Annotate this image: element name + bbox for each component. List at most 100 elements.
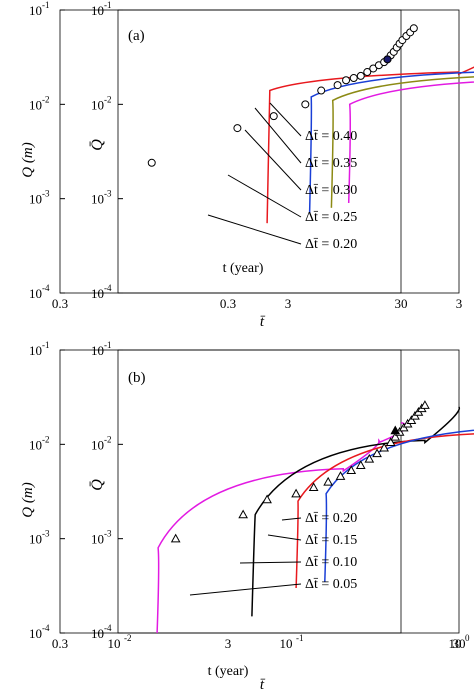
panel-b-outer-frame xyxy=(59,349,460,634)
inner-y-tick-label: 10 xyxy=(91,437,104,452)
annotation-label: Δt̄ = 0.40 xyxy=(305,129,357,144)
outer-y-tick-label: 10 xyxy=(29,192,42,207)
series-curve xyxy=(330,76,474,208)
series-curve xyxy=(347,81,474,204)
outer-x-tick-label: 3 xyxy=(456,296,463,311)
series-curve xyxy=(295,433,474,589)
outer-y-tick-label: 10 xyxy=(29,286,42,301)
data-point xyxy=(346,465,357,475)
outer-y-tick-exponent: -4 xyxy=(42,623,50,633)
panel-a-outer-ylabel: Q (m) xyxy=(20,142,36,177)
data-point xyxy=(406,415,417,424)
data-point xyxy=(342,76,351,85)
outer-y-tick-exponent: -1 xyxy=(42,0,50,10)
data-point xyxy=(308,482,319,492)
inner-x-tick-label: 10 xyxy=(108,636,121,651)
annotation-label: Δt̄ = 0.25 xyxy=(305,210,357,225)
series-curve xyxy=(251,406,461,617)
inner-y-tick-exponent: -2 xyxy=(104,434,112,444)
outer-y-tick-label: 10 xyxy=(29,97,42,112)
inner-y-tick-label: 10 xyxy=(91,97,104,112)
annotation-label: Δt̄ = 0.35 xyxy=(305,156,357,171)
annotation-label: Δt̄ = 0.10 xyxy=(305,555,357,570)
outer-x-tick-label: 3 xyxy=(225,636,232,651)
inner-x-tick-exponent: -2 xyxy=(124,633,132,643)
panel-a-outer-xlabel: t (year) xyxy=(223,261,264,276)
data-point xyxy=(420,400,430,409)
outer-y-tick-exponent: -3 xyxy=(42,189,50,199)
data-point xyxy=(233,124,242,133)
series-curve xyxy=(266,66,474,224)
panel-b-plot: 10 -4 10-410-3 10-310-2 10-210-1 10 -10.3 3 3010… xyxy=(29,340,474,651)
annotation-leader xyxy=(239,561,302,564)
inner-x-tick-label: 10 xyxy=(449,636,462,651)
outer-y-tick-label: 10 xyxy=(29,437,42,452)
panel-a-inner-xlabel: t̄ xyxy=(260,314,266,330)
inner-y-tick-label: 10 xyxy=(91,3,104,18)
outer-x-tick-label: 0.3 xyxy=(52,636,68,651)
series-curve xyxy=(156,421,407,634)
data-point xyxy=(269,112,278,121)
panel-a-inner-ylabel: Q̄ xyxy=(89,139,106,151)
inner-y-tick-label: 10 xyxy=(91,626,104,641)
outer-y-tick-label: 10 xyxy=(29,532,42,547)
annotation-leader xyxy=(189,583,302,596)
inner-y-tick-exponent: -2 xyxy=(104,94,112,104)
panel-a-inner-frame xyxy=(117,9,402,294)
data-point xyxy=(291,488,301,498)
data-point xyxy=(262,494,272,504)
inner-y-tick-exponent: -3 xyxy=(104,529,112,539)
data-point xyxy=(335,471,346,480)
panel-b-outer-xlabel: t (year) xyxy=(208,664,249,679)
annotation-leader xyxy=(244,129,302,191)
data-point xyxy=(390,431,401,441)
panel-b-inner-frame xyxy=(117,349,402,634)
outer-y-tick-exponent: -1 xyxy=(42,340,50,350)
outer-y-tick-label: 10 xyxy=(29,343,42,358)
data-point-filled xyxy=(390,425,401,435)
inner-y-tick-label: 10 xyxy=(91,343,104,358)
outer-y-tick-label: 10 xyxy=(29,626,42,641)
outer-y-tick-exponent: -2 xyxy=(42,434,50,444)
annotation-label: Δt̄ = 0.20 xyxy=(305,237,357,252)
data-point xyxy=(170,533,181,543)
annotation-leader xyxy=(254,107,302,164)
inner-y-tick-exponent: -4 xyxy=(104,623,112,633)
annotation-leader xyxy=(269,102,302,137)
data-point xyxy=(385,437,396,447)
annotation-leader xyxy=(281,517,302,521)
inner-x-tick-label: 10 xyxy=(280,636,293,651)
series-curve xyxy=(308,71,474,214)
panel-a-label: (a) xyxy=(128,28,145,44)
data-point xyxy=(409,24,418,33)
outer-y-tick-label: 10 xyxy=(29,3,42,18)
inner-y-tick-exponent: -4 xyxy=(104,283,112,293)
data-point xyxy=(356,71,365,80)
inner-x-tick-exponent: -1 xyxy=(296,633,304,643)
data-point xyxy=(238,509,248,519)
outer-y-tick-exponent: -4 xyxy=(42,283,50,293)
data-point xyxy=(317,86,326,95)
inner-x-tick-exponent: 0 xyxy=(465,633,470,643)
annotation-leader xyxy=(207,214,302,245)
inner-y-tick-label: 10 xyxy=(91,286,104,301)
data-point xyxy=(301,100,310,109)
data-point xyxy=(363,68,372,77)
data-point xyxy=(147,158,156,167)
outer-y-tick-exponent: -2 xyxy=(42,94,50,104)
panel-a-plot: 10 -4 10-410-3 10-310-2 10-210-1 10 -10.3 30.3 3… xyxy=(29,0,474,311)
inner-x-tick-label: 3 xyxy=(285,296,292,311)
panel-b-label: (b) xyxy=(128,370,146,386)
data-point xyxy=(372,448,382,458)
panel-b-inner-xlabel: t̄ xyxy=(260,677,266,691)
outer-x-tick-label: 30 xyxy=(453,636,466,651)
inner-y-tick-exponent: -1 xyxy=(104,0,112,10)
data-point xyxy=(364,453,375,463)
annotation-leader xyxy=(267,534,302,541)
inner-y-tick-label: 10 xyxy=(91,532,104,547)
annotation-leader xyxy=(227,174,302,218)
annotation-label: Δt̄ = 0.20 xyxy=(305,511,357,526)
data-point xyxy=(333,81,342,90)
data-point xyxy=(379,442,389,452)
